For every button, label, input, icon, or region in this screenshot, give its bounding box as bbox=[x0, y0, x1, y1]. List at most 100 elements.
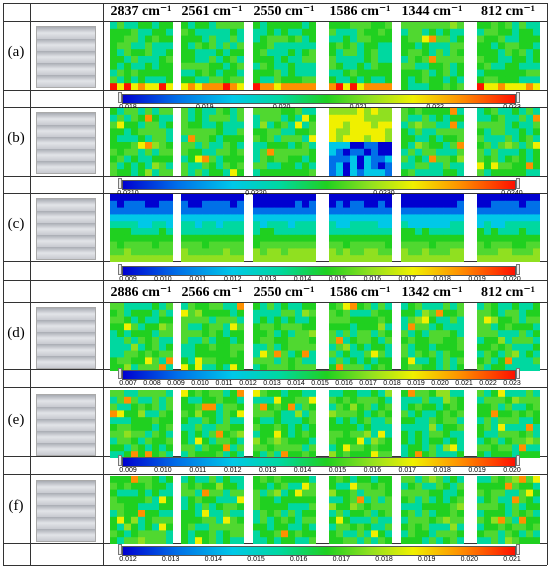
spectral-map-graphic bbox=[253, 303, 317, 372]
colorbar-tick-label: 0.015 bbox=[328, 467, 347, 474]
spectral-map bbox=[329, 390, 393, 459]
grid-line bbox=[3, 3, 4, 565]
spectral-map bbox=[181, 194, 245, 263]
colorbar-gradient bbox=[122, 370, 516, 380]
grid-line bbox=[3, 21, 547, 22]
colorbar-tick-label: 0.0210 bbox=[117, 190, 139, 197]
spectral-map-graphic bbox=[181, 303, 245, 372]
spectral-map-graphic bbox=[329, 194, 393, 263]
colorbar-tick-label: 0.009 bbox=[167, 380, 185, 387]
column-header: 2550 cm⁻¹ bbox=[253, 285, 315, 300]
spectral-map bbox=[110, 303, 174, 372]
colorbar-tick-label: 0.014 bbox=[287, 380, 305, 387]
column-header: 2561 cm⁻¹ bbox=[181, 4, 243, 19]
row-label: (f) bbox=[8, 498, 24, 514]
colorbar-tick-label: 0.020 bbox=[431, 380, 449, 387]
colorbar-tick-label: 0.012 bbox=[119, 556, 137, 563]
colorbar-tick-label: 0.013 bbox=[161, 556, 180, 563]
grid-line bbox=[3, 280, 547, 281]
colorbar bbox=[118, 92, 520, 104]
colorbar bbox=[118, 264, 520, 276]
spectral-map bbox=[181, 108, 245, 177]
sample-photo bbox=[36, 26, 96, 88]
column-header: 2886 cm⁻¹ bbox=[110, 285, 172, 300]
colorbar-cap-right bbox=[516, 178, 520, 189]
colorbar bbox=[118, 368, 520, 380]
spectral-map-graphic bbox=[477, 194, 541, 263]
spectral-map bbox=[401, 476, 465, 545]
colorbar-tick-label: 0.010 bbox=[191, 380, 209, 387]
colorbar-tick-label: 0.021 bbox=[455, 380, 473, 387]
spectral-map bbox=[329, 476, 393, 545]
colorbar-cap-left bbox=[118, 92, 122, 103]
spectral-map-graphic bbox=[477, 476, 541, 545]
colorbar-tick-label: 0.015 bbox=[328, 276, 347, 283]
colorbar-tick-label: 0.014 bbox=[293, 276, 312, 283]
colorbar-tick-label: 0.022 bbox=[426, 104, 444, 111]
colorbar-tick-label: 0.021 bbox=[503, 556, 521, 563]
spectral-map bbox=[477, 303, 541, 372]
colorbar-tick-label: 0.017 bbox=[359, 380, 377, 387]
spectral-map bbox=[329, 194, 393, 263]
colorbar-cap-left bbox=[118, 264, 122, 275]
colorbar-cap-left bbox=[118, 368, 122, 379]
spectral-map-graphic bbox=[110, 303, 174, 372]
column-header: 2837 cm⁻¹ bbox=[110, 4, 172, 19]
spectral-map-graphic bbox=[401, 390, 465, 459]
colorbar-cap-right bbox=[516, 368, 520, 379]
colorbar-tick-label: 0.018 bbox=[119, 104, 137, 111]
sample-photo bbox=[36, 394, 96, 456]
colorbar-tick-label: 0.012 bbox=[223, 467, 242, 474]
spectral-map bbox=[110, 108, 174, 177]
column-header: 1586 cm⁻¹ bbox=[329, 4, 391, 19]
spectral-map-graphic bbox=[110, 194, 174, 263]
sample-photo bbox=[36, 480, 96, 542]
colorbar-tick-label: 0.020 bbox=[272, 104, 291, 111]
colorbar-tick-label: 0.016 bbox=[363, 467, 382, 474]
spectral-map-graphic bbox=[401, 476, 465, 545]
colorbar-gradient bbox=[122, 180, 516, 190]
column-header: 2566 cm⁻¹ bbox=[181, 285, 243, 300]
colorbar-tick-label: 0.017 bbox=[398, 276, 417, 283]
spectral-map bbox=[401, 390, 465, 459]
grid-line bbox=[30, 3, 31, 565]
colorbar-tick-label: 0.009 bbox=[119, 467, 137, 474]
column-header: 1344 cm⁻¹ bbox=[401, 4, 463, 19]
spectral-map-graphic bbox=[253, 390, 317, 459]
colorbar-tick-label: 0.016 bbox=[335, 380, 353, 387]
colorbar-tick-label: 0.013 bbox=[258, 467, 277, 474]
spectral-map-graphic bbox=[253, 194, 317, 263]
spectral-map bbox=[401, 22, 465, 91]
colorbar-tick-label: 0.019 bbox=[468, 467, 486, 474]
colorbar-tick-label: 0.014 bbox=[293, 467, 312, 474]
grid-line bbox=[547, 3, 548, 565]
spectral-map bbox=[110, 476, 174, 545]
colorbar-gradient bbox=[122, 546, 516, 556]
colorbar-tick-label: 0.011 bbox=[189, 467, 207, 474]
spectral-map bbox=[253, 194, 317, 263]
colorbar-tick-label: 0.021 bbox=[349, 104, 368, 111]
colorbar-tick-label: 0.011 bbox=[189, 276, 207, 283]
colorbar-cap-right bbox=[516, 92, 520, 103]
colorbar bbox=[118, 178, 520, 190]
spectral-map bbox=[329, 303, 393, 372]
spectral-map-graphic bbox=[329, 22, 393, 91]
grid-line bbox=[3, 565, 547, 566]
colorbar-tick-label: 0.022 bbox=[479, 380, 497, 387]
spectral-map-graphic bbox=[110, 108, 174, 177]
row-label: (d) bbox=[7, 325, 25, 341]
colorbar-tick-label: 0.019 bbox=[196, 104, 214, 111]
colorbar-tick-label: 0.016 bbox=[363, 276, 382, 283]
spectral-map bbox=[110, 22, 174, 91]
spectral-map-graphic bbox=[181, 108, 245, 177]
grid-line bbox=[3, 90, 547, 91]
spectral-map-graphic bbox=[181, 390, 245, 459]
colorbar-cap-left bbox=[118, 544, 122, 555]
spectral-map-graphic bbox=[329, 108, 393, 177]
spectral-map-graphic bbox=[329, 390, 393, 459]
colorbar-tick-label: 0.018 bbox=[375, 556, 393, 563]
colorbar-tick-label: 0.013 bbox=[263, 380, 281, 387]
colorbar-tick-label: 0.015 bbox=[247, 556, 265, 563]
row-label: (a) bbox=[7, 44, 25, 60]
grid-line bbox=[3, 387, 547, 388]
